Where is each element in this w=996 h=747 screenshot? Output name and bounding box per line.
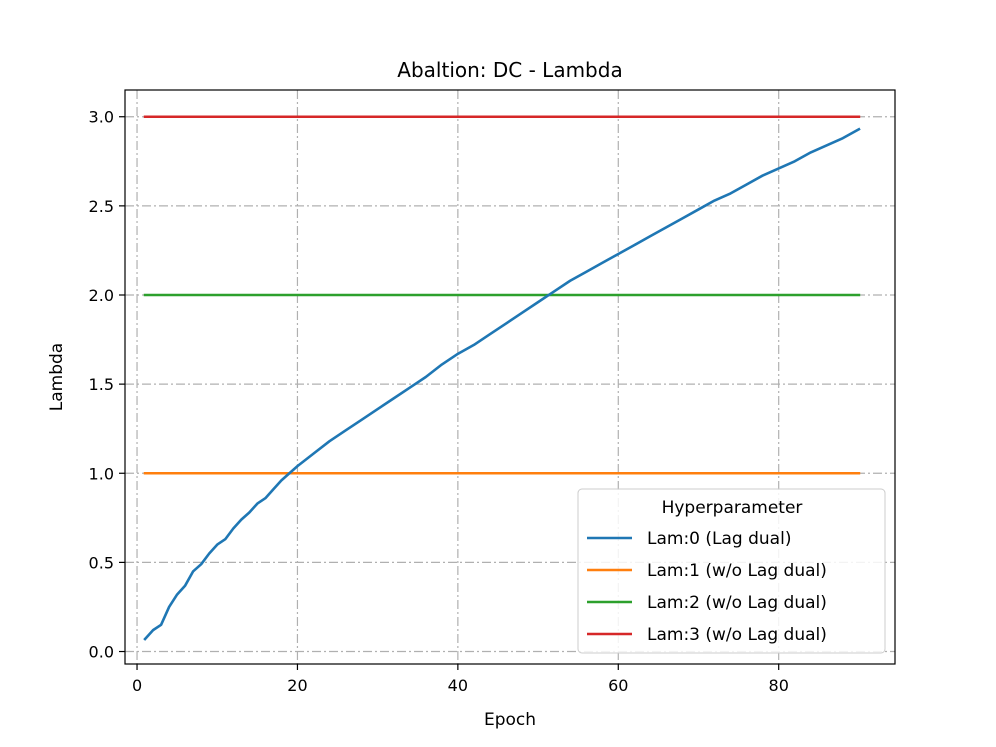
legend: Hyperparameter Lam:0 (Lag dual) Lam:1 (w/… — [577, 488, 886, 654]
y-tick-label: 3.0 — [89, 108, 114, 127]
y-axis-label: Lambda — [47, 343, 67, 411]
y-axis-ticks: 0.0 0.5 1.0 1.5 2.0 2.5 3.0 — [89, 108, 125, 662]
legend-entries: Lam:0 (Lag dual) Lam:1 (w/o Lag dual) Lam:… — [587, 529, 827, 645]
legend-label-0: Lam:0 (Lag dual) — [647, 529, 791, 549]
legend-label-3: Lam:3 (w/o Lag dual) — [647, 625, 827, 645]
x-axis-ticks: 0 20 40 60 80 — [132, 664, 789, 695]
y-tick-label: 2.0 — [89, 286, 114, 305]
plot-frame — [124, 89, 896, 665]
x-axis-label: Epoch — [484, 710, 536, 730]
legend-title: Hyperparameter — [662, 498, 803, 518]
legend-box — [577, 488, 886, 654]
y-tick-label: 0.5 — [89, 553, 114, 572]
legend-label-1: Lam:1 (w/o Lag dual) — [647, 561, 827, 581]
x-tick-label: 20 — [287, 676, 307, 695]
x-tick-label: 60 — [608, 676, 628, 695]
x-tick-label: 0 — [132, 676, 142, 695]
y-tick-label: 2.5 — [89, 197, 114, 216]
legend-label-2: Lam:2 (w/o Lag dual) — [647, 593, 827, 613]
x-tick-label: 80 — [769, 676, 789, 695]
series-lines — [143, 115, 861, 641]
series-line-0 — [143, 127, 861, 641]
chart-title: Abaltion: DC - Lambda — [397, 58, 622, 82]
y-tick-label: 0.0 — [89, 643, 114, 662]
x-tick-label: 40 — [448, 676, 468, 695]
y-tick-label: 1.5 — [89, 375, 114, 394]
y-tick-label: 1.0 — [89, 464, 114, 483]
